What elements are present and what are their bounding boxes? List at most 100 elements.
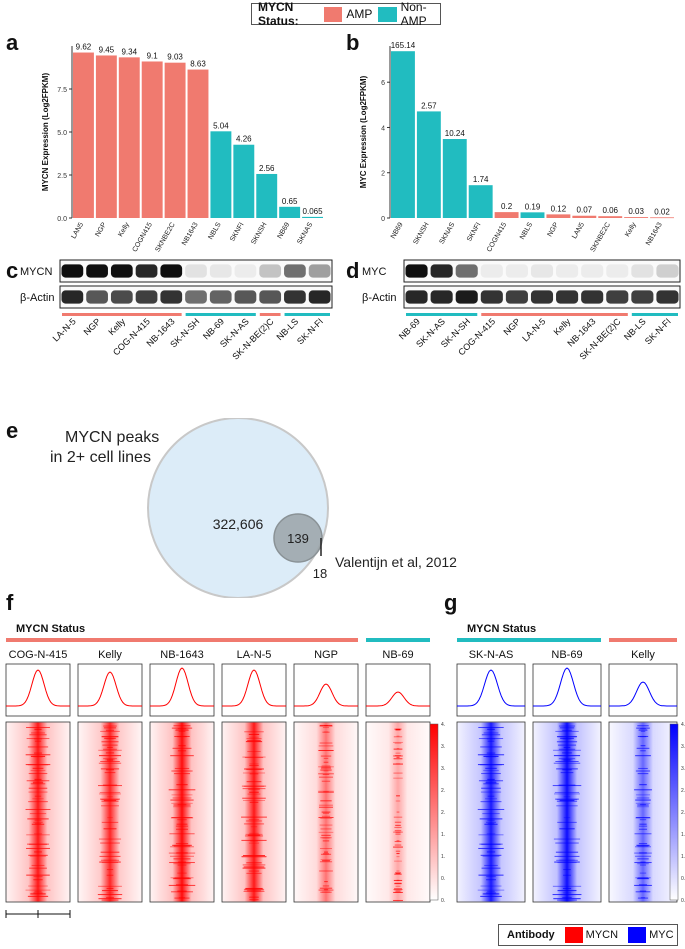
heatmap-streak: [245, 833, 263, 835]
heatmap-streak: [321, 815, 331, 817]
heatmap-streak: [172, 844, 192, 846]
blot-lane-label: NGP: [501, 316, 522, 337]
heatmap-streak: [637, 725, 649, 727]
heatmap-streak: [486, 851, 496, 853]
heatmap-streak: [560, 737, 574, 739]
bar-nb1643: [650, 217, 674, 219]
x-tick-label: SKNSH: [412, 222, 430, 246]
heatmap-streak: [170, 855, 194, 857]
heatmap-streak: [98, 755, 122, 757]
heatmap-streak: [242, 797, 266, 799]
heatmap-streak: [639, 819, 647, 821]
data-label: 1.74: [473, 175, 489, 184]
heatmap-streak: [322, 812, 330, 814]
heatmap-streak: [246, 872, 262, 874]
heatmap-streak: [481, 734, 501, 736]
heatmap-streak: [480, 801, 502, 803]
heatmap-streak: [396, 853, 400, 855]
x-tick-label: Kelly: [117, 221, 131, 238]
heatmap-streak: [25, 808, 51, 810]
heatmap-streak: [178, 745, 186, 747]
heatmap-streak: [241, 856, 267, 858]
myc-antibody-swatch: [628, 927, 647, 943]
heatmap-streak: [318, 773, 334, 775]
heatmap-streak: [554, 855, 580, 857]
heatmap-streak: [563, 760, 571, 762]
heatmap-streak: [247, 793, 261, 795]
heatmap-status-bar: [6, 638, 358, 642]
heatmap-streak: [393, 816, 403, 818]
heatmap-streak: [249, 791, 259, 793]
heatmap-streak: [320, 828, 332, 830]
data-label: 10.24: [445, 129, 466, 138]
blot-band: [530, 264, 554, 278]
heatmap-streak: [638, 877, 648, 879]
heatmap-streak: [100, 798, 120, 800]
heatmap-streak: [393, 741, 403, 743]
color-scale-label: 3.5: [681, 744, 685, 750]
heatmap-streak: [484, 823, 498, 825]
heatmap-streak: [478, 874, 504, 876]
heatmap-streak: [244, 757, 264, 759]
heatmap-streak: [28, 773, 48, 775]
heatmap-streak: [31, 864, 45, 866]
profile-frame: [608, 663, 678, 717]
heatmap-streak: [487, 795, 495, 797]
heatmap-streak: [395, 872, 401, 874]
data-label: 2.57: [421, 101, 437, 110]
data-label: 0.2: [501, 202, 513, 211]
heatmap-streak: [482, 855, 500, 857]
x-tick-label: NB1643: [645, 221, 664, 246]
heatmap-streak: [107, 760, 113, 762]
heatmap-streak: [479, 818, 503, 820]
blot-band: [405, 290, 428, 304]
blot-band: [308, 290, 331, 304]
x-tick-label: SKNFI: [229, 221, 245, 242]
heatmap-streak: [483, 769, 499, 771]
bar-kelly: [624, 217, 649, 218]
heatmap-streak: [177, 890, 187, 892]
data-label: 2.56: [259, 164, 275, 173]
heatmap-streak: [322, 727, 330, 729]
blot-lane-label: NGP: [82, 316, 103, 337]
heatmap-streak: [640, 745, 646, 747]
heatmap-streak: [395, 800, 401, 802]
heatmap-streak: [556, 768, 578, 770]
heatmap-streak: [242, 756, 266, 758]
heatmap-streak: [635, 799, 651, 801]
heatmap-streak: [106, 769, 114, 771]
heatmap-streak: [318, 816, 334, 818]
blot-band: [505, 290, 528, 304]
heatmap-streak: [559, 828, 575, 830]
heatmap-streak: [97, 894, 123, 896]
profile-line: [78, 671, 142, 707]
heatmap-streak: [487, 740, 495, 742]
heatmap-streak: [393, 888, 403, 890]
heatmap-streak: [25, 889, 51, 891]
heatmap-streak: [487, 779, 495, 781]
heatmap-status-title: MYCN Status: [467, 623, 536, 635]
y-tick-label: 2: [381, 171, 385, 178]
data-label: 9.45: [99, 45, 115, 54]
heatmap-streak: [553, 838, 581, 840]
heatmap-streak: [393, 758, 403, 760]
heatmap-streak: [99, 855, 121, 857]
heatmap-streak: [640, 750, 646, 752]
blot-band: [631, 264, 654, 278]
heatmap-streak: [322, 773, 330, 775]
heatmap-streak: [486, 892, 496, 894]
heatmap-streak: [563, 758, 571, 760]
heatmap-streak: [557, 821, 577, 823]
heatmap-streak: [478, 726, 504, 728]
venn-small-only-count: 18: [313, 566, 327, 581]
heatmap-streak: [241, 839, 267, 841]
heatmap-streak: [635, 817, 651, 819]
heatmap-streak: [637, 878, 649, 880]
heatmap-streak: [478, 847, 504, 849]
heatmap-streak: [637, 863, 649, 865]
heatmap-streak: [30, 855, 46, 857]
heatmap-streak: [558, 758, 576, 760]
bar-sknas: [442, 139, 467, 218]
heatmap-streak: [249, 896, 259, 898]
data-label: 0.12: [551, 204, 567, 213]
